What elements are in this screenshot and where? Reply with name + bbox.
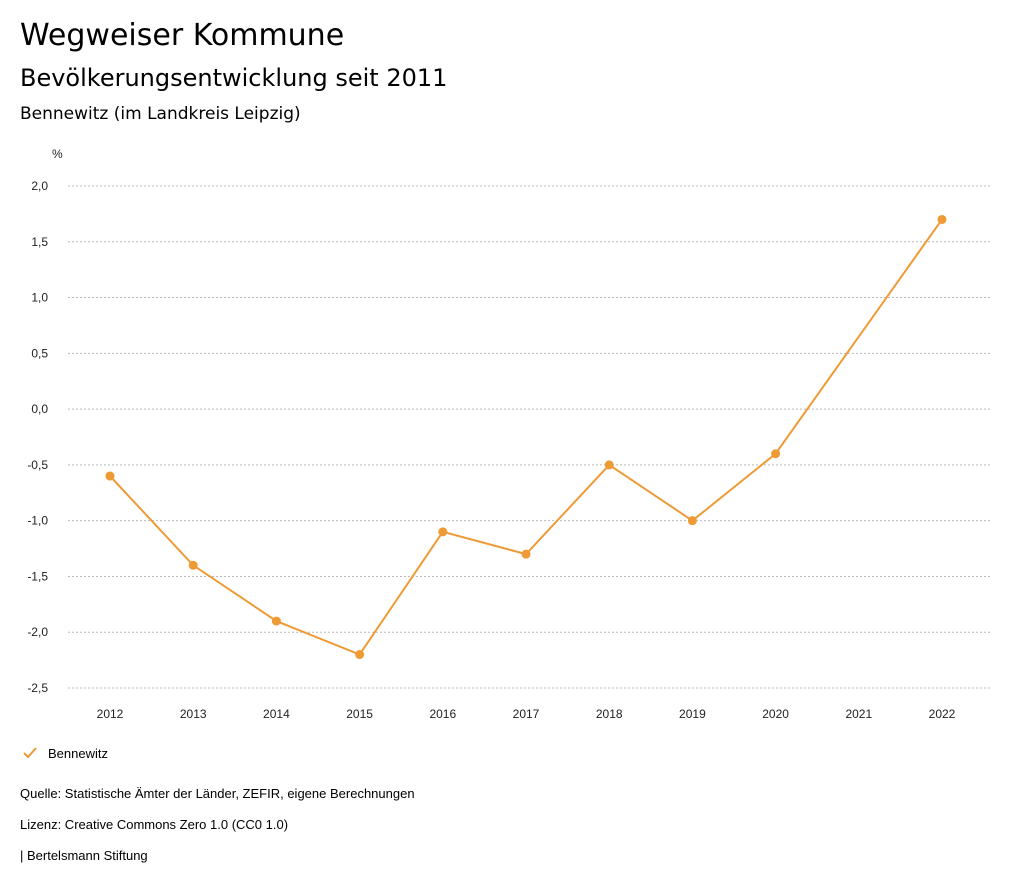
y-axis-unit-label: %: [52, 147, 63, 161]
check-icon: [23, 747, 37, 759]
x-tick-label: 2020: [762, 707, 789, 721]
y-tick-label: 1,0: [31, 291, 48, 305]
y-tick-label: -1,5: [27, 569, 48, 583]
data-point[interactable]: [271, 616, 281, 626]
y-tick-label: 0,5: [31, 346, 48, 360]
x-tick-label: 2015: [346, 707, 373, 721]
data-point[interactable]: [604, 460, 614, 470]
y-tick-label: -1,0: [27, 514, 48, 528]
line-chart: % 2,0 1,5 1,0 0,5 0,0 -0,5 -1,0 -1,5 -2,0 -2,5 20…: [27, 147, 990, 721]
data-point[interactable]: [687, 516, 697, 526]
data-point[interactable]: [105, 471, 115, 481]
y-tick-label: 2,0: [31, 179, 48, 193]
series-line-bennewitz: [109, 218, 943, 656]
x-tick-label: 2016: [429, 707, 456, 721]
y-tick-label: 1,5: [31, 235, 48, 249]
data-point[interactable]: [188, 560, 198, 570]
y-tick-label: -0,5: [27, 458, 48, 472]
data-point[interactable]: [438, 527, 448, 537]
chart-title: Wegweiser Kommune: [20, 18, 345, 53]
data-point[interactable]: [355, 650, 365, 660]
x-tick-label: 2014: [263, 707, 290, 721]
publisher-note: | Bertelsmann Stiftung: [20, 848, 148, 863]
y-tick-label: -2,0: [27, 625, 48, 639]
x-tick-label: 2017: [513, 707, 540, 721]
y-tick-label: 0,0: [31, 402, 48, 416]
data-point[interactable]: [521, 549, 531, 559]
x-tick-label: 2022: [929, 707, 956, 721]
legend-label-bennewitz: Bennewitz: [48, 745, 108, 761]
x-tick-label: 2021: [845, 707, 872, 721]
y-tick-label: -2,5: [27, 681, 48, 695]
x-tick-label: 2013: [180, 707, 207, 721]
region-label: Bennewitz (im Landkreis Leipzig): [20, 104, 301, 124]
x-tick-label: 2018: [596, 707, 623, 721]
x-tick-label: 2012: [97, 707, 124, 721]
legend: Bennewitz: [22, 745, 108, 761]
license-note: Lizenz: Creative Commons Zero 1.0 (CC0 1…: [20, 817, 289, 832]
x-tick-label: 2019: [679, 707, 706, 721]
chart-subtitle: Bevölkerungsentwicklung seit 2011: [20, 64, 448, 92]
data-point[interactable]: [771, 449, 781, 459]
source-note: Quelle: Statistische Ämter der Länder, Z…: [20, 786, 415, 801]
data-point[interactable]: [937, 214, 947, 224]
